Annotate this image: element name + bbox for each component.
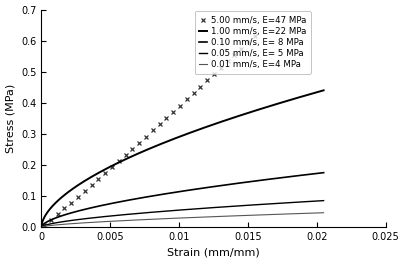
- 0.10 mm/s, E= 8 MPa: [243, 181, 247, 184]
- 0.05 mm/s, E= 5 MPa: [131, 212, 136, 215]
- 0.05 mm/s, E= 5 MPa: [151, 211, 156, 214]
- 5.00 mm/s, E=47 MPa: [42, 224, 47, 227]
- 5.00 mm/s, E=47 MPa: [150, 129, 155, 132]
- 0.01 mm/s, E=4 MPa: [243, 214, 247, 217]
- 5.00 mm/s, E=47 MPa: [89, 184, 94, 187]
- 5.00 mm/s, E=47 MPa: [83, 189, 87, 193]
- 5.00 mm/s, E=47 MPa: [225, 60, 230, 63]
- 0.05 mm/s, E= 5 MPa: [73, 218, 78, 221]
- 0.05 mm/s, E= 5 MPa: [217, 206, 222, 209]
- 0.10 mm/s, E= 8 MPa: [131, 198, 136, 201]
- 0.01 mm/s, E=4 MPa: [131, 219, 136, 222]
- 5.00 mm/s, E=47 MPa: [198, 85, 203, 88]
- 5.00 mm/s, E=47 MPa: [232, 53, 237, 57]
- 5.00 mm/s, E=47 MPa: [211, 73, 216, 76]
- 5.00 mm/s, E=47 MPa: [157, 123, 162, 126]
- 5.00 mm/s, E=47 MPa: [110, 165, 115, 169]
- 5.00 mm/s, E=47 MPa: [164, 117, 169, 120]
- 1.00 mm/s, E=22 MPa: [244, 112, 249, 115]
- 1.00 mm/s, E=22 MPa: [151, 146, 156, 149]
- 5.00 mm/s, E=47 MPa: [76, 195, 81, 199]
- 1.00 mm/s, E=22 MPa: [217, 121, 222, 124]
- 1.00 mm/s, E=22 MPa: [243, 112, 247, 115]
- 0.10 mm/s, E= 8 MPa: [244, 181, 249, 184]
- 0.05 mm/s, E= 5 MPa: [244, 204, 249, 207]
- 0.01 mm/s, E=4 MPa: [244, 214, 249, 217]
- Line: 0.05 mm/s, E= 5 MPa: 0.05 mm/s, E= 5 MPa: [41, 201, 324, 227]
- 0.10 mm/s, E= 8 MPa: [151, 194, 156, 198]
- 0.01 mm/s, E=4 MPa: [321, 211, 326, 214]
- 0.05 mm/s, E= 5 MPa: [243, 204, 247, 207]
- Line: 0.01 mm/s, E=4 MPa: 0.01 mm/s, E=4 MPa: [41, 213, 324, 227]
- 5.00 mm/s, E=47 MPa: [184, 98, 189, 101]
- 5.00 mm/s, E=47 MPa: [49, 218, 53, 221]
- 0.10 mm/s, E= 8 MPa: [73, 210, 78, 213]
- 5.00 mm/s, E=47 MPa: [123, 153, 128, 156]
- Y-axis label: Stress (MPa): Stress (MPa): [6, 84, 15, 153]
- Line: 5.00 mm/s, E=47 MPa: 5.00 mm/s, E=47 MPa: [42, 33, 257, 227]
- X-axis label: Strain (mm/mm): Strain (mm/mm): [167, 247, 260, 257]
- 5.00 mm/s, E=47 MPa: [130, 147, 135, 150]
- Legend: 5.00 mm/s, E=47 MPa, 1.00 mm/s, E=22 MPa, 0.10 mm/s, E= 8 MPa, 0.05 mm/s, E= 5 M: 5.00 mm/s, E=47 MPa, 1.00 mm/s, E=22 MPa…: [194, 11, 311, 73]
- 0.01 mm/s, E=4 MPa: [73, 222, 78, 225]
- 5.00 mm/s, E=47 MPa: [171, 110, 176, 113]
- 5.00 mm/s, E=47 MPa: [137, 141, 142, 144]
- 5.00 mm/s, E=47 MPa: [69, 201, 74, 204]
- 5.00 mm/s, E=47 MPa: [103, 171, 108, 175]
- 5.00 mm/s, E=47 MPa: [55, 213, 60, 216]
- 5.00 mm/s, E=47 MPa: [245, 41, 250, 44]
- 1.00 mm/s, E=22 MPa: [131, 154, 136, 157]
- 5.00 mm/s, E=47 MPa: [191, 92, 196, 95]
- 0.10 mm/s, E= 8 MPa: [321, 171, 326, 174]
- 5.00 mm/s, E=47 MPa: [205, 79, 210, 82]
- 5.00 mm/s, E=47 MPa: [116, 159, 121, 163]
- 5.00 mm/s, E=47 MPa: [62, 207, 67, 210]
- 5.00 mm/s, E=47 MPa: [177, 104, 182, 107]
- Line: 1.00 mm/s, E=22 MPa: 1.00 mm/s, E=22 MPa: [41, 90, 324, 227]
- 1.00 mm/s, E=22 MPa: [39, 225, 44, 229]
- 0.05 mm/s, E= 5 MPa: [321, 199, 326, 202]
- 0.05 mm/s, E= 5 MPa: [39, 225, 44, 229]
- 0.01 mm/s, E=4 MPa: [217, 215, 222, 218]
- 0.10 mm/s, E= 8 MPa: [217, 184, 222, 188]
- 5.00 mm/s, E=47 MPa: [96, 178, 101, 181]
- 1.00 mm/s, E=22 MPa: [321, 89, 326, 92]
- 5.00 mm/s, E=47 MPa: [218, 66, 223, 69]
- 5.00 mm/s, E=47 MPa: [252, 34, 257, 38]
- 0.01 mm/s, E=4 MPa: [39, 225, 44, 229]
- Line: 0.10 mm/s, E= 8 MPa: 0.10 mm/s, E= 8 MPa: [41, 173, 324, 227]
- 0.01 mm/s, E=4 MPa: [151, 218, 156, 221]
- 1.00 mm/s, E=22 MPa: [73, 185, 78, 189]
- 5.00 mm/s, E=47 MPa: [144, 135, 149, 138]
- 5.00 mm/s, E=47 MPa: [239, 47, 243, 50]
- 0.10 mm/s, E= 8 MPa: [39, 225, 44, 229]
